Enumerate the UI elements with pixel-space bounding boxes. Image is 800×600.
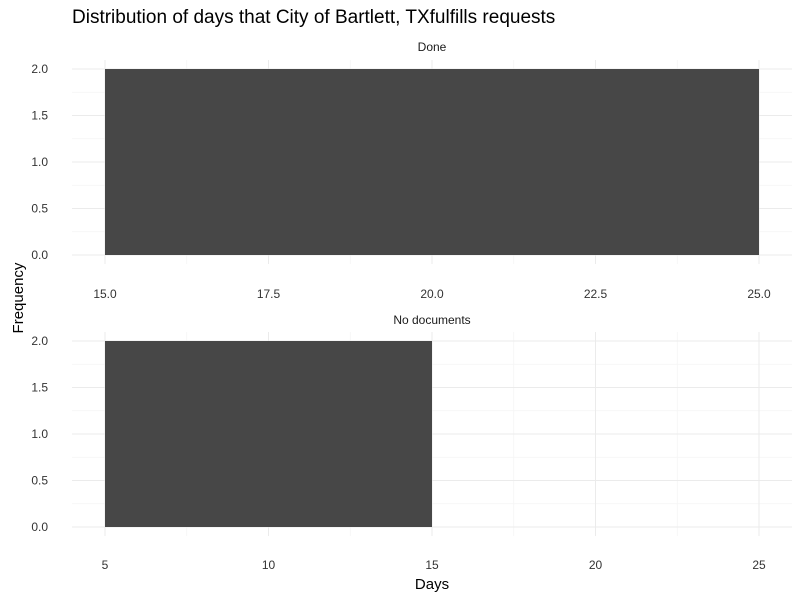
panels: Done 0.0 0.5 1.0 1.5 2.0 15.0 17.5 20.0 22.5 25.0 N… xyxy=(31,40,792,572)
y-tick-label: 0.0 xyxy=(31,248,48,262)
y-tick-label: 1.0 xyxy=(31,155,48,169)
x-tick-label: 10 xyxy=(262,558,276,572)
strip-label: Done xyxy=(418,40,447,54)
y-tick-label: 0.0 xyxy=(31,520,48,534)
y-tick-label: 1.5 xyxy=(31,381,48,395)
panel-1: Done 0.0 0.5 1.0 1.5 2.0 15.0 17.5 20.0 22.5 25.0 xyxy=(31,40,792,301)
x-tick-label: 25.0 xyxy=(747,287,771,301)
x-tick-label: 15 xyxy=(425,558,439,572)
x-tick-label: 15.0 xyxy=(93,287,117,301)
x-tick-label: 22.5 xyxy=(584,287,608,301)
x-tick-label: 25 xyxy=(752,558,766,572)
strip-label: No documents xyxy=(393,313,470,327)
panel-2: No documents 0.0 0.5 1.0 1.5 2.0 5 10 15 20 25 xyxy=(31,313,792,572)
x-tick-label: 5 xyxy=(102,558,109,572)
y-tick-label: 2.0 xyxy=(31,334,48,348)
y-tick-label: 0.5 xyxy=(31,202,48,216)
histogram-bar xyxy=(105,69,759,255)
x-tick-label: 20.0 xyxy=(420,287,444,301)
x-axis-title: Days xyxy=(415,576,449,593)
y-tick-label: 1.0 xyxy=(31,427,48,441)
y-tick-label: 2.0 xyxy=(31,62,48,76)
y-tick-label: 0.5 xyxy=(31,474,48,488)
y-axis-title: Frequency xyxy=(10,262,27,333)
histogram-bar xyxy=(105,341,432,527)
chart-title: Distribution of days that City of Bartle… xyxy=(72,7,555,28)
y-tick-label: 1.5 xyxy=(31,109,48,123)
x-tick-label: 17.5 xyxy=(257,287,281,301)
x-tick-label: 20 xyxy=(589,558,603,572)
